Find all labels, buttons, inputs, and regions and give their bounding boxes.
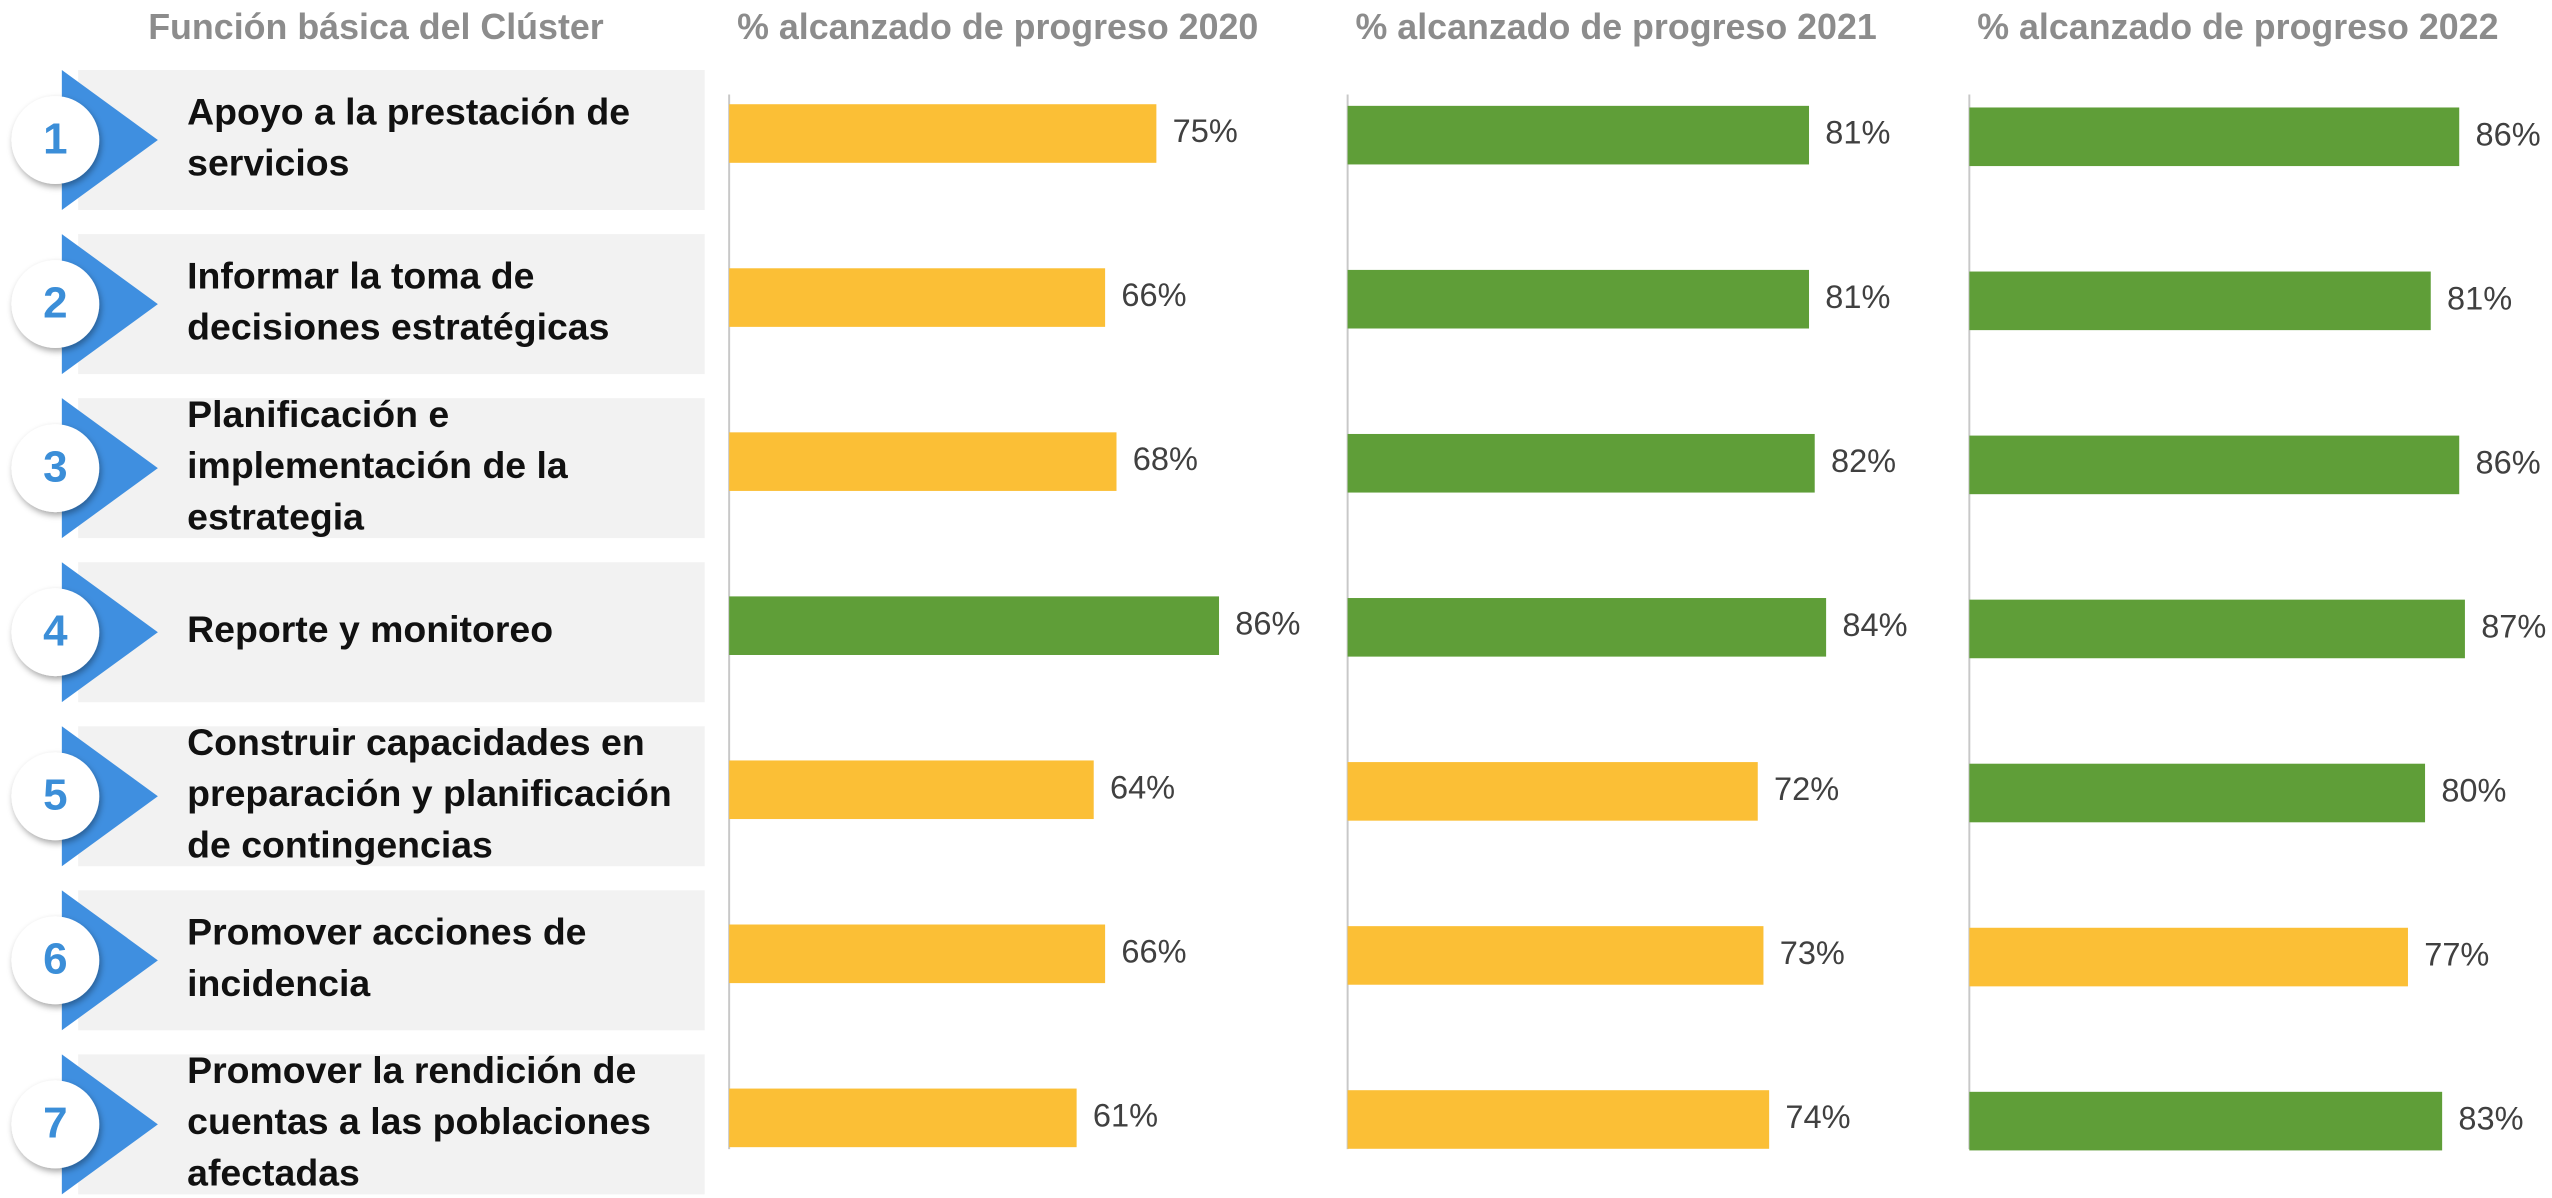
row-label: preparación y planificación: [187, 772, 672, 814]
chevron: [61, 234, 158, 375]
value-label: 64%: [1110, 769, 1175, 805]
number-circle: [11, 424, 100, 513]
bar: [729, 104, 1157, 163]
row-label: implementación de la: [187, 444, 569, 486]
chevron: [61, 1054, 158, 1195]
row-background: [78, 726, 705, 867]
row-label: afectadas: [187, 1152, 360, 1194]
number-circle: [11, 916, 100, 1005]
number-circle: [11, 260, 100, 349]
number-circle: [11, 588, 100, 677]
value-label: 81%: [1825, 279, 1890, 315]
bar: [1347, 762, 1758, 821]
number-circle: [11, 752, 100, 841]
row-label: cuentas a las poblaciones: [187, 1100, 651, 1142]
value-label: 66%: [1121, 277, 1186, 313]
bar: [1969, 435, 2460, 495]
bar: [729, 760, 1094, 820]
panel-title: % alcanzado de progreso 2021: [1356, 7, 1877, 47]
number-circle: [11, 1080, 100, 1169]
value-label: 81%: [1825, 115, 1890, 151]
value-label: 74%: [1785, 1099, 1850, 1135]
bar: [1347, 1090, 1770, 1149]
chevron: [61, 398, 158, 539]
number-circle: [11, 96, 100, 184]
row-label: incidencia: [187, 962, 371, 1004]
bar: [729, 268, 1106, 327]
bar: [1969, 1091, 2443, 1151]
bar: [1347, 105, 1810, 165]
value-label: 77%: [2424, 937, 2489, 973]
value-label: 84%: [1842, 607, 1907, 643]
bar: [729, 432, 1117, 491]
row-label: Informar la toma de: [187, 254, 534, 296]
header: Función básica del Clúster: [148, 7, 604, 47]
value-label: 87%: [2481, 609, 2546, 645]
bar: [1969, 599, 2465, 659]
row-background: [78, 890, 705, 1031]
value-label: 73%: [1780, 935, 1845, 971]
row-label: Construir capacidades en: [187, 721, 645, 763]
bar: [1969, 107, 2460, 167]
row-number: 4: [43, 606, 68, 655]
bar: [1347, 269, 1810, 329]
row-label: estrategia: [187, 495, 365, 537]
row-number: 5: [43, 770, 67, 819]
row-number: 3: [43, 442, 67, 491]
chevron: [61, 562, 158, 703]
row-label: decisiones estratégicas: [187, 306, 609, 348]
row-number: 6: [43, 935, 67, 984]
bar: [1347, 433, 1815, 493]
row-background: [78, 562, 705, 703]
value-label: 80%: [2441, 773, 2506, 809]
value-label: 75%: [1173, 113, 1238, 149]
bar: [729, 924, 1106, 984]
row-background: [78, 70, 705, 211]
value-label: 72%: [1774, 771, 1839, 807]
row-label: Apoyo a la prestación de: [187, 90, 630, 132]
row-background: [78, 1054, 705, 1195]
chevron: [61, 70, 158, 211]
chevron: [61, 890, 158, 1031]
row-number: 2: [43, 278, 67, 327]
value-label: 68%: [1133, 441, 1198, 477]
chevron: [61, 726, 158, 867]
value-label: 61%: [1093, 1097, 1158, 1133]
bar: [1969, 271, 2431, 331]
row-label: Promover acciones de: [187, 911, 586, 953]
row-background: [78, 234, 705, 375]
panel-title: % alcanzado de progreso 2020: [737, 7, 1258, 47]
value-label: 81%: [2447, 280, 2512, 316]
row-label: Promover la rendición de: [187, 1049, 636, 1091]
value-label: 86%: [2476, 116, 2541, 152]
row-label: servicios: [187, 142, 349, 184]
row-background: [78, 398, 705, 539]
row-number: 7: [43, 1099, 67, 1148]
value-label: 86%: [1235, 605, 1300, 641]
row-number: 1: [43, 114, 67, 163]
row-label: Planificación e: [187, 393, 449, 435]
bar: [729, 1088, 1077, 1148]
panel-title: % alcanzado de progreso 2022: [1977, 7, 2498, 47]
bar: [1969, 763, 2426, 823]
row-label: de contingencias: [187, 823, 493, 865]
bar: [1347, 926, 1764, 985]
value-label: 82%: [1831, 443, 1896, 479]
row-label: Reporte y monitoreo: [187, 608, 553, 650]
value-label: 66%: [1121, 933, 1186, 969]
bar: [729, 596, 1220, 655]
bar: [1969, 927, 2408, 987]
bar: [1347, 598, 1827, 657]
value-label: 86%: [2476, 444, 2541, 480]
value-label: 83%: [2458, 1101, 2523, 1137]
